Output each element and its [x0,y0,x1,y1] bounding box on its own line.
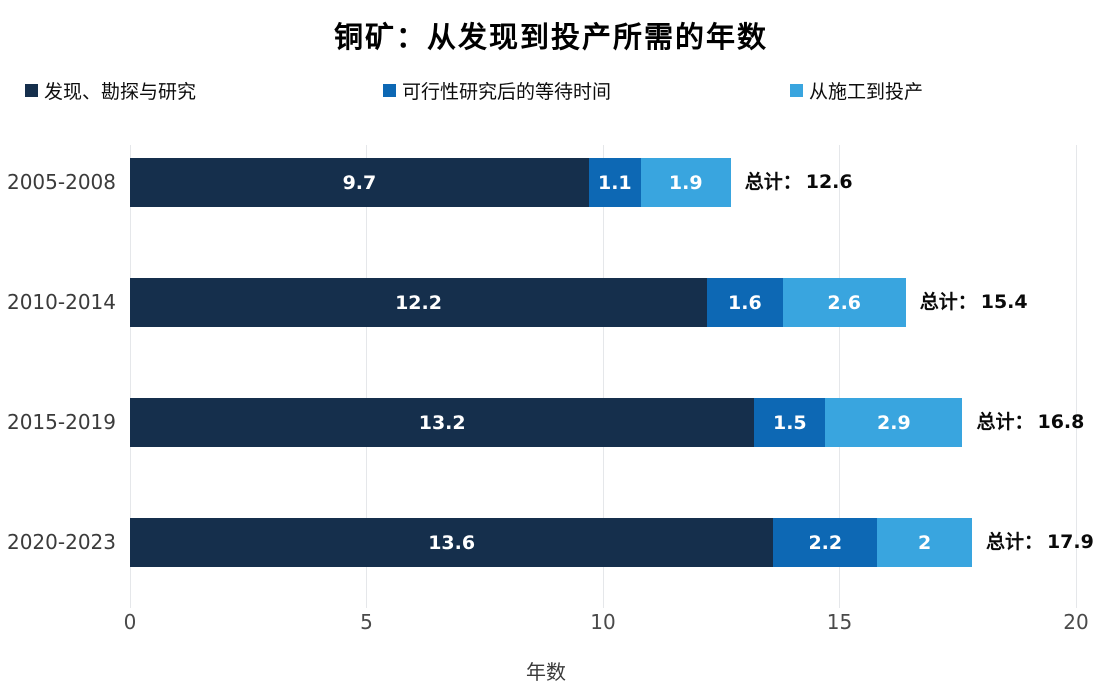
bar-segment: 9.7 [130,158,589,207]
bar-value-label: 9.7 [342,171,377,194]
bar-segment: 1.9 [640,158,731,207]
gridline [602,145,604,608]
bar-segment: 13.6 [130,518,774,567]
bar-segment: 13.2 [130,398,755,447]
total-label: 总计： 16.8 [976,398,1084,447]
total-label: 总计： 17.9 [986,518,1094,567]
total-value: 17.9 [1046,531,1094,553]
bar-value-label: 2.9 [877,411,911,434]
bar-segment: 1.1 [588,158,641,207]
gridline [366,145,367,608]
total-value: 16.8 [1037,411,1085,433]
bar-segment: 2.6 [782,278,906,327]
bar-value-label: 2.6 [827,291,862,314]
category-label: 2010-2014 [6,290,116,314]
bar-value-label: 13.2 [418,411,466,434]
bar-segment: 2 [877,518,972,567]
legend-label: 可行性研究后的等待时间 [402,80,612,103]
bar-value-label: 1.5 [772,411,807,434]
gridline [1075,145,1077,608]
x-tick-label: 10 [590,610,616,634]
bar-row: 9.7 1.1 1.9 [130,158,731,207]
bar-segment: 2.9 [825,398,963,447]
legend-item: 可行性研究后的等待时间 [383,78,612,103]
legend-label: 发现、勘探与研究 [44,80,197,103]
total-value: 15.4 [980,291,1028,313]
x-tick-label: 0 [123,610,137,634]
chart-title: 铜矿：从发现到投产所需的年数 [333,20,768,54]
bar-value-label: 2.2 [808,531,843,554]
bar-row: 13.6 2.2 2 [130,518,972,567]
total-value: 12.6 [805,171,853,193]
x-tick-label: 5 [360,610,373,634]
x-axis-title: 年数 [526,660,566,684]
legend-item: 发现、勘探与研究 [25,78,197,103]
legend-swatch-icon [25,83,38,97]
legend-swatch-icon [383,83,396,97]
category-label: 2020-2023 [6,530,116,554]
bar-value-label: 1.1 [597,171,632,194]
bar-value-label: 13.6 [428,531,476,554]
total-label: 总计： 15.4 [920,278,1028,327]
legend-item: 从施工到投产 [790,78,924,103]
total-label: 总计： 12.6 [745,158,853,207]
x-tick-label: 20 [1063,610,1089,634]
bar-value-label: 12.2 [395,291,442,314]
bar-segment: 1.5 [754,398,826,447]
bar-value-label: 1.9 [668,171,703,194]
legend-label: 从施工到投产 [809,80,924,103]
bar-value-label: 2 [917,531,932,554]
bar-segment: 12.2 [130,278,708,327]
bar-row: 13.2 1.5 2.9 [130,398,963,447]
category-label: 2015-2019 [6,410,116,434]
total-prefix: 总计： [919,291,977,313]
bar-value-label: 1.6 [728,291,762,314]
gridline [839,145,840,608]
x-tick-label: 15 [826,610,853,634]
bar-segment: 1.6 [707,278,783,327]
legend-swatch-icon [790,83,803,97]
total-prefix: 总计： [976,411,1034,433]
gridline [129,145,131,608]
bar-segment: 2.2 [773,518,878,567]
category-label: 2005-2008 [6,170,116,194]
bar-row: 12.2 1.6 2.6 [130,278,906,327]
total-prefix: 总计： [744,171,802,193]
total-prefix: 总计： [985,531,1043,553]
